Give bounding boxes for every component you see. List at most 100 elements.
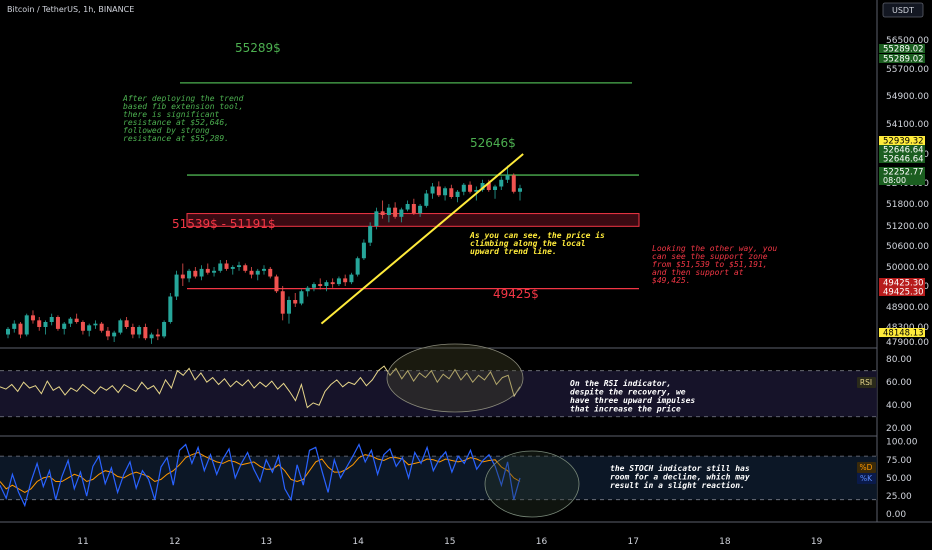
candle[interactable] bbox=[93, 320, 98, 329]
candle[interactable] bbox=[430, 183, 435, 199]
candle[interactable] bbox=[18, 322, 23, 339]
candle[interactable] bbox=[55, 315, 60, 331]
candle[interactable] bbox=[237, 261, 242, 271]
price-badge[interactable]: 55289.02 bbox=[879, 54, 925, 65]
candle[interactable] bbox=[105, 327, 110, 341]
candle[interactable] bbox=[380, 200, 385, 219]
candle[interactable] bbox=[518, 184, 522, 201]
symbol-title[interactable]: Bitcoin / TetherUS, 1h, BINANCE bbox=[7, 5, 134, 14]
candle[interactable] bbox=[305, 286, 310, 297]
candle[interactable] bbox=[187, 268, 192, 283]
rsi-note[interactable]: On the RSI indicator, despite the recover… bbox=[570, 378, 695, 414]
candle[interactable] bbox=[461, 183, 466, 196]
candle[interactable] bbox=[68, 317, 73, 327]
candle[interactable] bbox=[118, 318, 123, 335]
currency-badge[interactable] bbox=[882, 2, 924, 18]
candle[interactable] bbox=[112, 330, 117, 342]
candle[interactable] bbox=[286, 296, 291, 324]
rsi-label[interactable]: RSI bbox=[860, 378, 872, 387]
candle[interactable] bbox=[262, 265, 266, 275]
candle[interactable] bbox=[12, 320, 17, 333]
candle[interactable] bbox=[280, 286, 285, 321]
support-zone-box[interactable] bbox=[186, 213, 640, 227]
candle[interactable] bbox=[324, 280, 329, 292]
candle[interactable] bbox=[87, 323, 92, 337]
stoch-k-line[interactable] bbox=[0, 443, 521, 508]
price-badge[interactable]: 52646.64 bbox=[879, 145, 925, 156]
candle[interactable] bbox=[143, 323, 148, 341]
stoch-note[interactable]: the STOCH indicator still has room for a … bbox=[610, 463, 750, 490]
candle[interactable] bbox=[218, 260, 223, 273]
trend-note[interactable]: As you can see, the price is climbing alo… bbox=[469, 230, 605, 256]
candle[interactable] bbox=[37, 317, 42, 331]
candle[interactable] bbox=[480, 179, 485, 192]
candle[interactable] bbox=[449, 184, 454, 199]
candle[interactable] bbox=[443, 186, 448, 201]
candle[interactable] bbox=[355, 256, 360, 277]
time-axis[interactable]: 11 12 13 14 15 16 17 18 19 bbox=[77, 537, 822, 547]
candle[interactable] bbox=[212, 267, 217, 277]
stoch-k-label[interactable]: %K bbox=[860, 474, 873, 483]
candle[interactable] bbox=[74, 313, 79, 324]
candle[interactable] bbox=[343, 274, 348, 286]
candle[interactable] bbox=[155, 328, 160, 341]
candle[interactable] bbox=[399, 207, 404, 223]
stoch-axis[interactable]: 0.00 25.00 50.00 75.00 100.00 bbox=[886, 438, 918, 521]
candle[interactable] bbox=[49, 313, 54, 326]
candle[interactable] bbox=[62, 322, 67, 335]
candle[interactable] bbox=[368, 222, 373, 246]
candle[interactable] bbox=[80, 320, 85, 335]
candle[interactable] bbox=[162, 320, 167, 339]
candle[interactable] bbox=[30, 310, 35, 324]
candle[interactable] bbox=[274, 274, 279, 293]
candle[interactable] bbox=[468, 181, 473, 194]
fib-note[interactable]: After deploying the trend based fib exten… bbox=[122, 94, 244, 143]
candle[interactable] bbox=[361, 239, 366, 260]
candle[interactable] bbox=[424, 190, 429, 208]
candle[interactable] bbox=[249, 267, 254, 279]
candle[interactable] bbox=[174, 270, 179, 300]
candle[interactable] bbox=[205, 263, 210, 275]
candle[interactable] bbox=[505, 165, 510, 183]
price-badge[interactable]: 48148.13 bbox=[879, 328, 925, 339]
candle[interactable] bbox=[268, 267, 273, 279]
price-badge[interactable]: 52939.32 bbox=[879, 136, 925, 147]
candle[interactable] bbox=[230, 265, 235, 275]
level-label[interactable]: 55289$ bbox=[235, 41, 281, 55]
candle[interactable] bbox=[149, 332, 154, 344]
candle[interactable] bbox=[511, 173, 516, 194]
level-label[interactable]: 49425$ bbox=[493, 287, 539, 301]
candle[interactable] bbox=[336, 276, 341, 287]
price-badge[interactable]: 52646.64 bbox=[879, 154, 925, 165]
candle[interactable] bbox=[224, 260, 229, 271]
candle[interactable] bbox=[418, 204, 423, 217]
rsi-line[interactable] bbox=[0, 365, 521, 409]
candle[interactable] bbox=[499, 176, 504, 190]
candle[interactable] bbox=[393, 202, 398, 219]
candle[interactable] bbox=[411, 198, 416, 215]
candle[interactable] bbox=[168, 293, 173, 324]
price-badge[interactable]: 49425.30 bbox=[879, 278, 925, 289]
price-badge[interactable]: 55289.02 bbox=[879, 44, 925, 55]
stoch-d-label[interactable]: %D bbox=[860, 463, 873, 472]
candle[interactable] bbox=[243, 263, 248, 273]
candle[interactable] bbox=[405, 200, 410, 212]
candle[interactable] bbox=[493, 184, 498, 199]
rsi-axis[interactable]: 20.00 40.00 60.00 80.00 bbox=[886, 355, 912, 434]
support-zone-label[interactable]: 51539$ - 51191$ bbox=[172, 217, 276, 231]
candle[interactable] bbox=[24, 313, 29, 337]
candle[interactable] bbox=[193, 267, 198, 279]
candle[interactable] bbox=[318, 278, 323, 290]
candle[interactable] bbox=[299, 289, 304, 306]
candle[interactable] bbox=[199, 265, 204, 281]
candle[interactable] bbox=[293, 293, 298, 307]
candle[interactable] bbox=[255, 268, 260, 281]
candle[interactable] bbox=[330, 278, 335, 288]
trend-line[interactable] bbox=[320, 153, 524, 325]
candle[interactable] bbox=[99, 322, 104, 333]
candle[interactable] bbox=[386, 204, 391, 223]
candle[interactable] bbox=[137, 325, 142, 339]
candle[interactable] bbox=[374, 207, 379, 230]
